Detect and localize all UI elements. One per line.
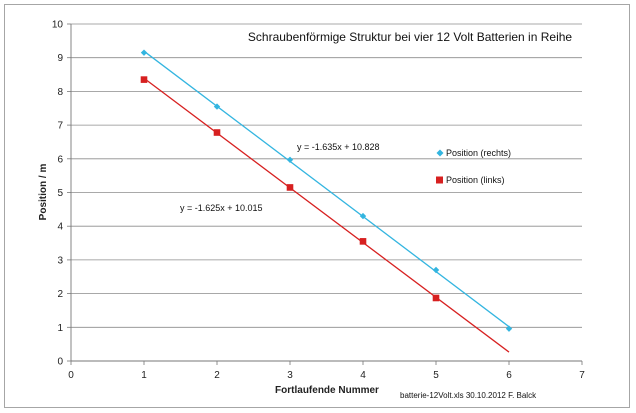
- y-tick-label-10: 10: [52, 20, 64, 31]
- x-tick-label-7: 7: [579, 370, 585, 381]
- trendlines: [143, 50, 510, 353]
- y-tick-label-0: 0: [57, 357, 63, 368]
- y-tick-label-4: 4: [57, 222, 63, 233]
- data-point-0-4: [432, 266, 440, 274]
- footer-note: batterie-12Volt.xls 30.10.2012 F. Balck: [400, 391, 537, 400]
- data-points: [140, 49, 513, 332]
- x-tick-label-2: 2: [214, 370, 220, 381]
- data-point-1-0: [140, 76, 148, 83]
- trendline-equation-rechts: y = -1.635x + 10.828: [297, 142, 380, 152]
- data-point-1-1: [213, 129, 221, 136]
- trendline-series-0: [143, 50, 510, 328]
- x-tick-label-0: 0: [68, 370, 74, 381]
- y-tick-label-1: 1: [57, 323, 63, 334]
- y-tick-label-7: 7: [57, 121, 63, 132]
- legend-label-links: Position (links): [446, 175, 505, 185]
- x-axis-title: Fortlaufende Nummer: [275, 385, 379, 396]
- data-point-0-1: [213, 103, 221, 110]
- data-point-1-2: [286, 184, 294, 191]
- chart-frame: [4, 4, 630, 408]
- x-tick-label-6: 6: [506, 370, 512, 381]
- chart-title: Schraubenförmige Struktur bei vier 12 Vo…: [248, 30, 573, 44]
- y-tick-label-5: 5: [57, 188, 63, 199]
- data-point-0-2: [286, 156, 294, 164]
- legend: Position (rechts) Position (links): [436, 148, 511, 185]
- legend-marker-rechts: [436, 149, 444, 157]
- y-tick-label-2: 2: [57, 289, 63, 300]
- x-tick-label-1: 1: [141, 370, 147, 381]
- data-point-0-0: [140, 49, 148, 56]
- x-tick-label-4: 4: [360, 370, 366, 381]
- y-tick-label-3: 3: [57, 255, 63, 266]
- y-tick-label-6: 6: [57, 154, 63, 165]
- axes: [67, 23, 583, 365]
- x-tick-label-5: 5: [433, 370, 439, 381]
- grid-lines: [71, 23, 582, 328]
- tick-labels: 0 1 2 3 4 5 6 7 8 9 10 0 1 2 3 4 5 6 7: [52, 20, 585, 382]
- legend-marker-links: [436, 176, 443, 184]
- legend-label-rechts: Position (rechts): [446, 148, 511, 158]
- data-point-0-5: [505, 325, 513, 332]
- y-tick-label-8: 8: [57, 87, 63, 98]
- data-point-0-3: [359, 212, 367, 220]
- data-point-1-3: [359, 238, 367, 245]
- trendline-series-1: [143, 77, 510, 353]
- data-point-1-4: [432, 294, 440, 302]
- y-tick-label-9: 9: [57, 53, 63, 64]
- x-tick-label-3: 3: [287, 370, 293, 381]
- trendline-equation-links: y = -1.625x + 10.015: [180, 203, 263, 213]
- y-axis-title: Position / m: [38, 164, 49, 221]
